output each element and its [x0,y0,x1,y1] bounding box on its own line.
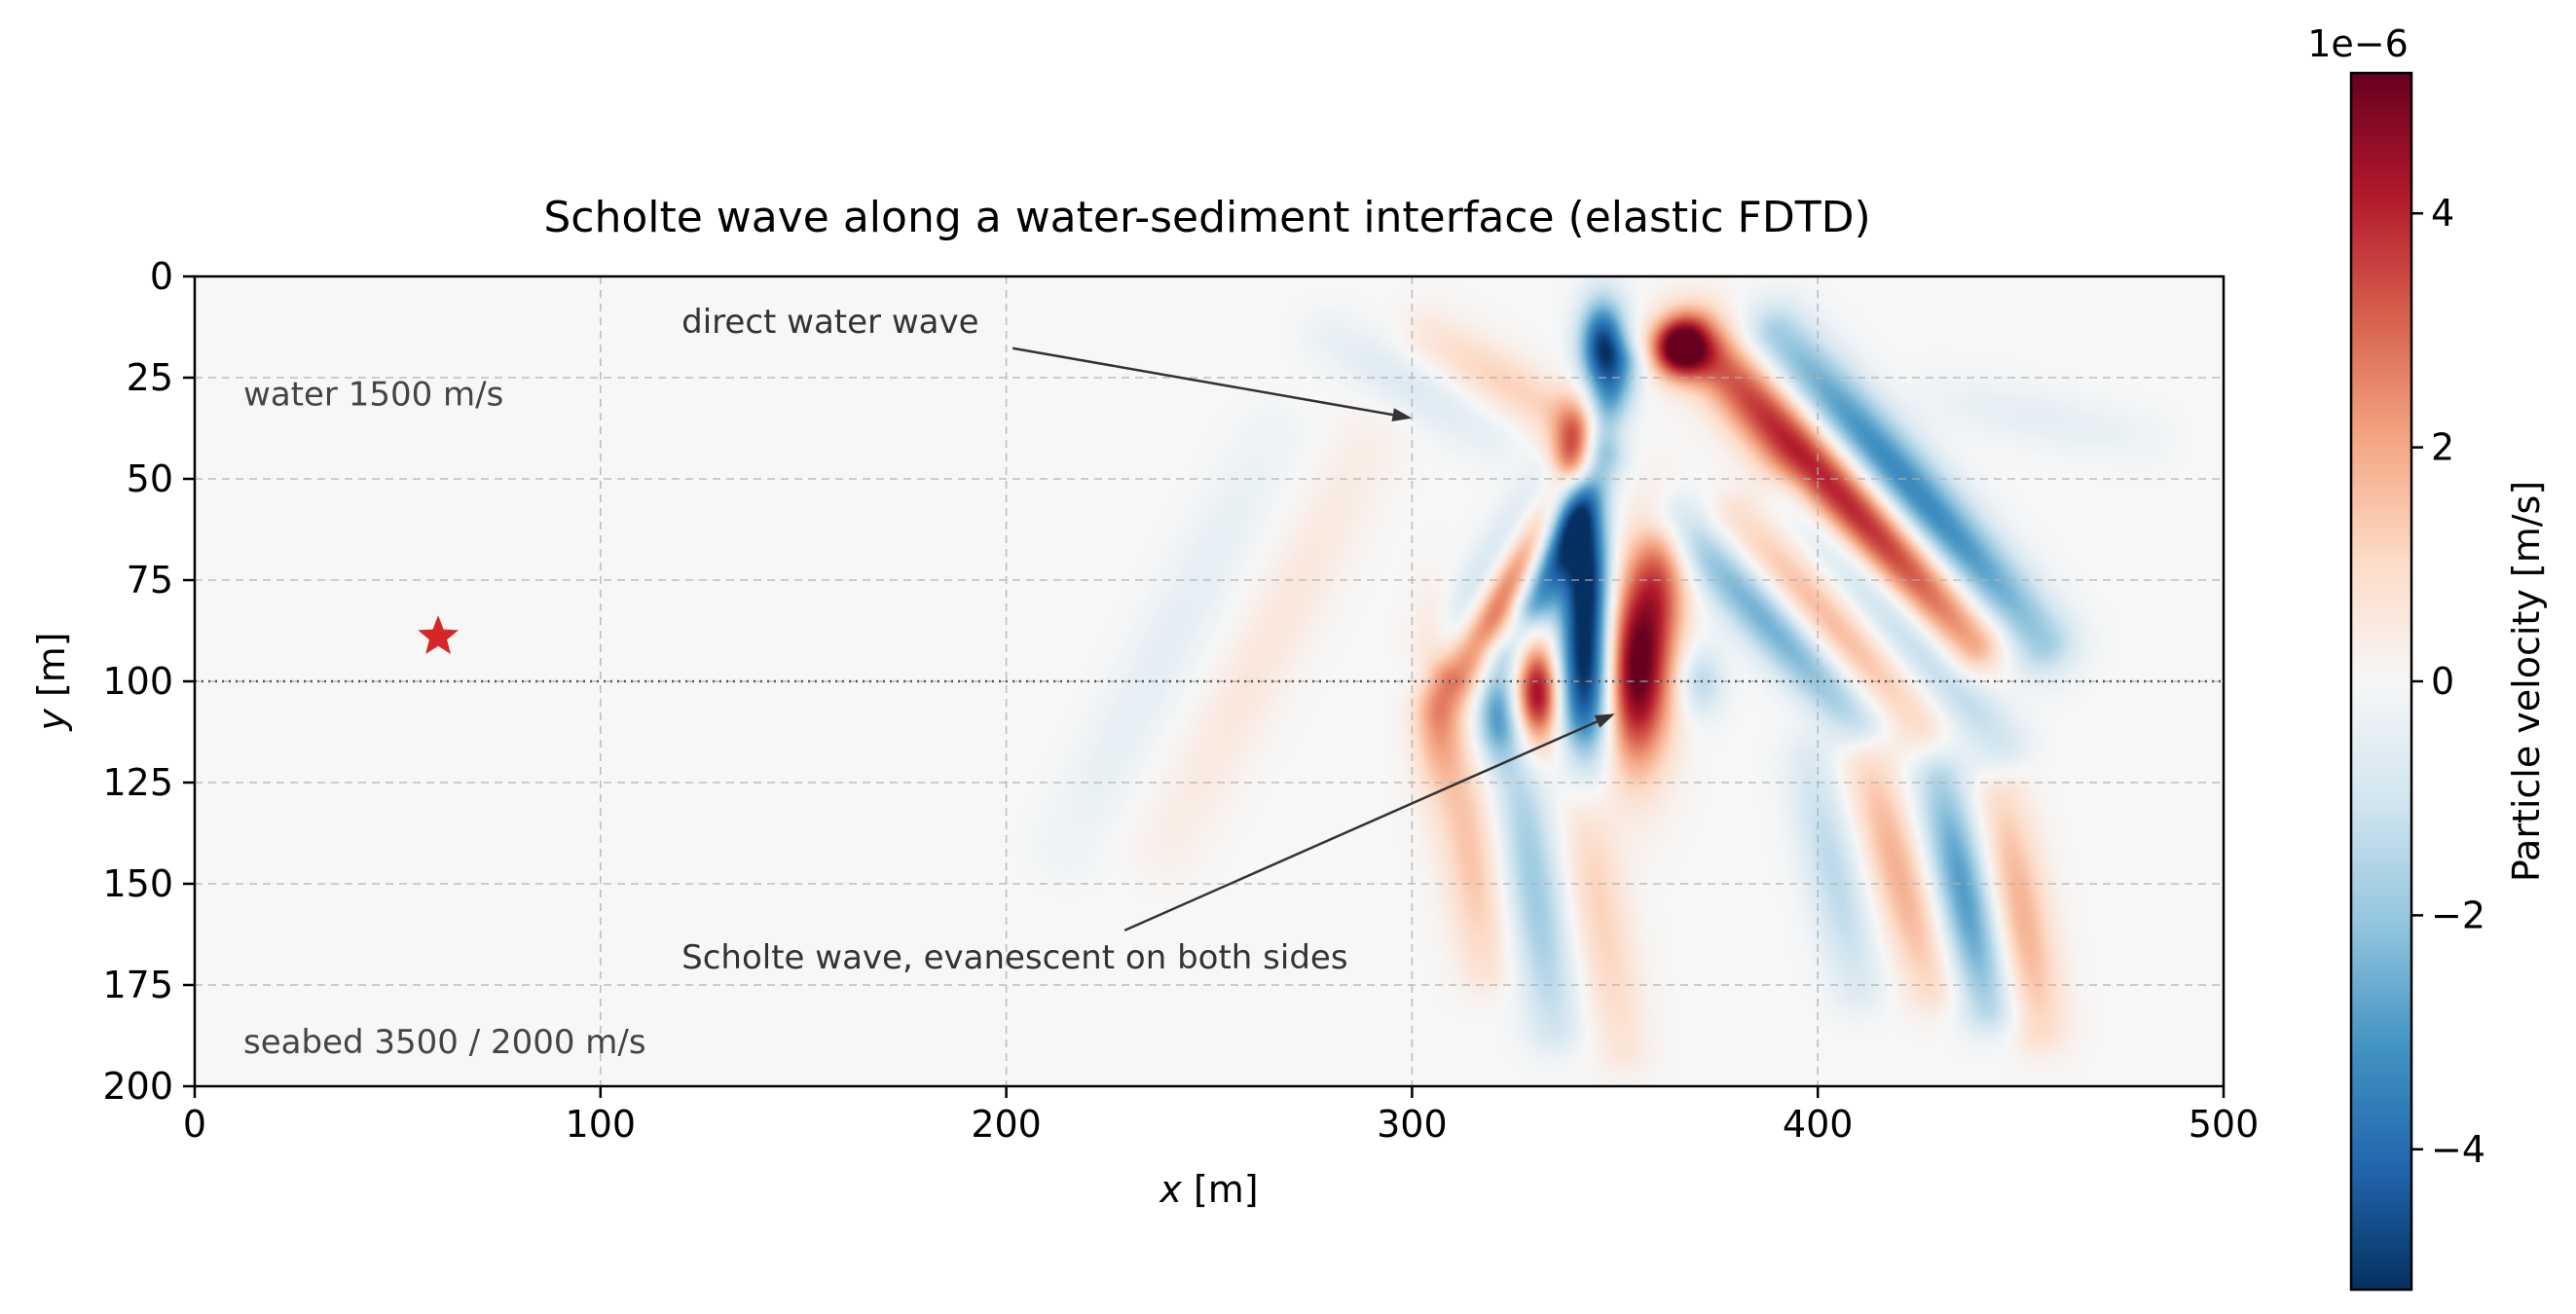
y-tick-label: 200 [102,1065,173,1108]
annotation-arrow-scholte-wave [1123,720,1599,932]
x-tick-label: 300 [1377,1103,1448,1146]
x-axis-label: x [m] [1159,1168,1258,1211]
colorbar-tick-label: 2 [2431,426,2454,469]
x-axis: 0 100 200 300 400 500 [183,1086,2259,1146]
colorbar-gradient [2351,73,2411,1290]
colorbar-tick-label: −4 [2431,1128,2485,1171]
y-axis: 0 25 50 75 100 125 150 175 200 [102,255,195,1108]
annotation-scholte-wave: Scholte wave, evanescent on both sides [681,713,1615,977]
x-tick-label: 400 [1783,1103,1854,1146]
y-tick-label: 25 [127,356,173,399]
colorbar-ticks: −4 −2 0 2 4 [2411,192,2485,1171]
y-tick-label: 75 [127,559,173,602]
arrowhead-scholte-wave-icon [1594,713,1615,728]
layer-label-seabed: seabed 3500 / 2000 m/s [243,1023,646,1062]
annotation-direct-wave: direct water wave [681,303,1413,422]
arrowhead-direct-wave-icon [1391,408,1413,422]
y-axis-label-unit: [m] [30,632,73,697]
layer-label-water: water 1500 m/s [243,376,503,415]
x-tick-label: 0 [183,1103,206,1146]
annotation-arrow-direct-wave [1012,347,1393,417]
colorbar-tick-label: 0 [2431,660,2454,703]
colorbar-label: Particle velocity [m/s] [2505,481,2548,882]
plot-area: water 1500 m/s seabed 3500 / 2000 m/s di… [193,274,2226,1088]
x-axis-label-unit: [m] [1194,1168,1259,1211]
annotation-scholte-wave-label: Scholte wave, evanescent on both sides [681,938,1347,977]
x-tick-label: 200 [971,1103,1042,1146]
y-tick-label: 100 [102,660,173,703]
x-axis-label-var: x [1159,1168,1182,1211]
x-tick-label: 500 [2189,1103,2260,1146]
colorbar: −4 −2 0 2 4 1e−6 Particle velocity [m/s] [2307,22,2548,1292]
source-star-shape [418,615,459,654]
y-tick-label: 175 [102,964,173,1006]
layer-labels: water 1500 m/s seabed 3500 / 2000 m/s [243,376,646,1063]
y-axis-label-var: y [30,709,73,732]
colorbar-tick-label: 4 [2431,192,2454,235]
y-tick-label: 50 [127,457,173,500]
chart-title: Scholte wave along a water-sediment inte… [543,193,1870,242]
source-star-icon [418,615,459,654]
x-tick-label: 100 [566,1103,637,1146]
y-tick-label: 150 [102,862,173,905]
annotation-direct-wave-label: direct water wave [681,303,978,342]
y-tick-label: 0 [150,255,173,298]
colorbar-tick-label: −2 [2431,894,2485,936]
y-axis-label: y [m] [30,632,73,731]
colorbar-offset-text: 1e−6 [2307,22,2409,65]
y-tick-label: 125 [102,761,173,804]
